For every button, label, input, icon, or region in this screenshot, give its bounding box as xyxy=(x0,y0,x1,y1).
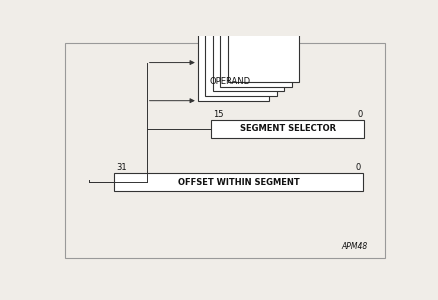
Bar xyxy=(198,32,268,101)
Bar xyxy=(211,120,364,138)
Bar xyxy=(227,13,298,82)
Text: 0: 0 xyxy=(355,163,360,172)
Text: OFFSET WITHIN SEGMENT: OFFSET WITHIN SEGMENT xyxy=(177,178,299,187)
Text: 31: 31 xyxy=(116,163,127,172)
FancyBboxPatch shape xyxy=(65,43,384,258)
Bar xyxy=(205,27,276,96)
Text: SEGMENT SELECTOR: SEGMENT SELECTOR xyxy=(239,124,335,134)
Bar xyxy=(114,173,362,191)
Bar xyxy=(212,22,283,92)
Text: OPERAND: OPERAND xyxy=(209,77,250,86)
Bar xyxy=(220,17,291,87)
Text: 15: 15 xyxy=(212,110,223,119)
Text: 0: 0 xyxy=(357,110,362,119)
Text: APM48: APM48 xyxy=(340,242,367,251)
